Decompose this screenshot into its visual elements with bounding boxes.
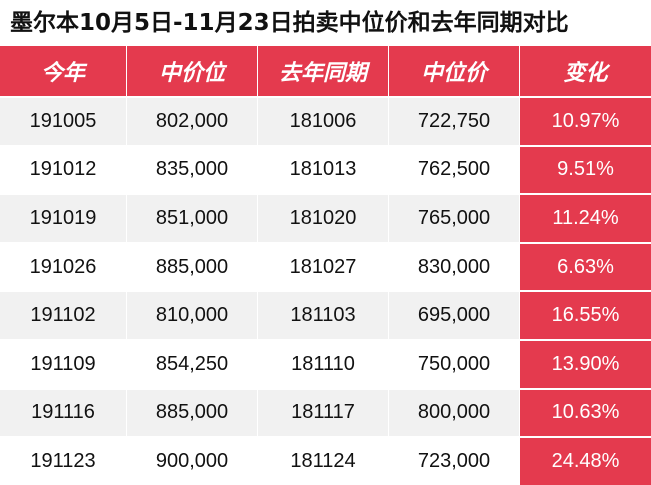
table-row: 191109 854,250 181110 750,000 13.90% bbox=[0, 338, 651, 388]
page-title: 墨尔本10月5日-11月23日拍卖中位价和去年同期对比 bbox=[10, 10, 569, 36]
cell-change: 10.63% bbox=[520, 387, 651, 437]
cell-median-last-year: 723,000 bbox=[389, 436, 520, 485]
cell-this-year: 191109 bbox=[0, 338, 127, 388]
cell-median-this-year: 802,000 bbox=[127, 96, 258, 145]
cell-last-year: 181027 bbox=[258, 241, 389, 291]
cell-change: 6.63% bbox=[520, 241, 651, 291]
cell-median-last-year: 765,000 bbox=[389, 193, 520, 242]
table-row: 191005 802,000 181006 722,750 10.97% bbox=[0, 96, 651, 145]
table-row: 191116 885,000 181117 800,000 10.63% bbox=[0, 387, 651, 437]
cell-this-year: 191019 bbox=[0, 193, 127, 242]
table-row: 191026 885,000 181027 830,000 6.63% bbox=[0, 241, 651, 291]
cell-median-last-year: 750,000 bbox=[389, 338, 520, 388]
table-row: 191123 900,000 181124 723,000 24.48% bbox=[0, 436, 651, 485]
cell-change: 16.55% bbox=[520, 290, 651, 339]
cell-this-year: 191116 bbox=[0, 387, 127, 437]
cell-change: 24.48% bbox=[520, 436, 651, 485]
cell-change: 10.97% bbox=[520, 96, 651, 145]
table-header: 今年 中价位 去年同期 中位价 变化 bbox=[0, 46, 651, 96]
cell-median-last-year: 830,000 bbox=[389, 241, 520, 291]
table-row: 191019 851,000 181020 765,000 11.24% bbox=[0, 193, 651, 242]
cell-this-year: 191123 bbox=[0, 436, 127, 485]
cell-median-last-year: 762,500 bbox=[389, 144, 520, 194]
table-row: 191012 835,000 181013 762,500 9.51% bbox=[0, 144, 651, 194]
cell-median-this-year: 854,250 bbox=[127, 338, 258, 388]
cell-median-last-year: 695,000 bbox=[389, 290, 520, 339]
cell-change: 9.51% bbox=[520, 144, 651, 194]
cell-median-this-year: 810,000 bbox=[127, 290, 258, 339]
cell-median-this-year: 885,000 bbox=[127, 241, 258, 291]
cell-median-last-year: 722,750 bbox=[389, 96, 520, 145]
cell-last-year: 181103 bbox=[258, 290, 389, 339]
cell-last-year: 181013 bbox=[258, 144, 389, 194]
header-median-last-year: 中位价 bbox=[389, 46, 520, 96]
cell-median-this-year: 851,000 bbox=[127, 193, 258, 242]
comparison-table: 今年 中价位 去年同期 中位价 变化 191005 802,000 181006… bbox=[0, 46, 651, 485]
cell-last-year: 181124 bbox=[258, 436, 389, 485]
cell-this-year: 191012 bbox=[0, 144, 127, 194]
cell-median-this-year: 885,000 bbox=[127, 387, 258, 437]
cell-this-year: 191005 bbox=[0, 96, 127, 145]
header-change: 变化 bbox=[520, 46, 651, 96]
cell-median-this-year: 900,000 bbox=[127, 436, 258, 485]
header-last-year: 去年同期 bbox=[258, 46, 389, 96]
cell-last-year: 181110 bbox=[258, 338, 389, 388]
cell-median-last-year: 800,000 bbox=[389, 387, 520, 437]
cell-last-year: 181117 bbox=[258, 387, 389, 437]
cell-median-this-year: 835,000 bbox=[127, 144, 258, 194]
cell-change: 13.90% bbox=[520, 338, 651, 388]
cell-change: 11.24% bbox=[520, 193, 651, 242]
cell-last-year: 181006 bbox=[258, 96, 389, 145]
cell-last-year: 181020 bbox=[258, 193, 389, 242]
cell-this-year: 191102 bbox=[0, 290, 127, 339]
header-this-year: 今年 bbox=[0, 46, 127, 96]
cell-this-year: 191026 bbox=[0, 241, 127, 291]
header-median-this-year: 中价位 bbox=[127, 46, 258, 96]
table-row: 191102 810,000 181103 695,000 16.55% bbox=[0, 290, 651, 339]
